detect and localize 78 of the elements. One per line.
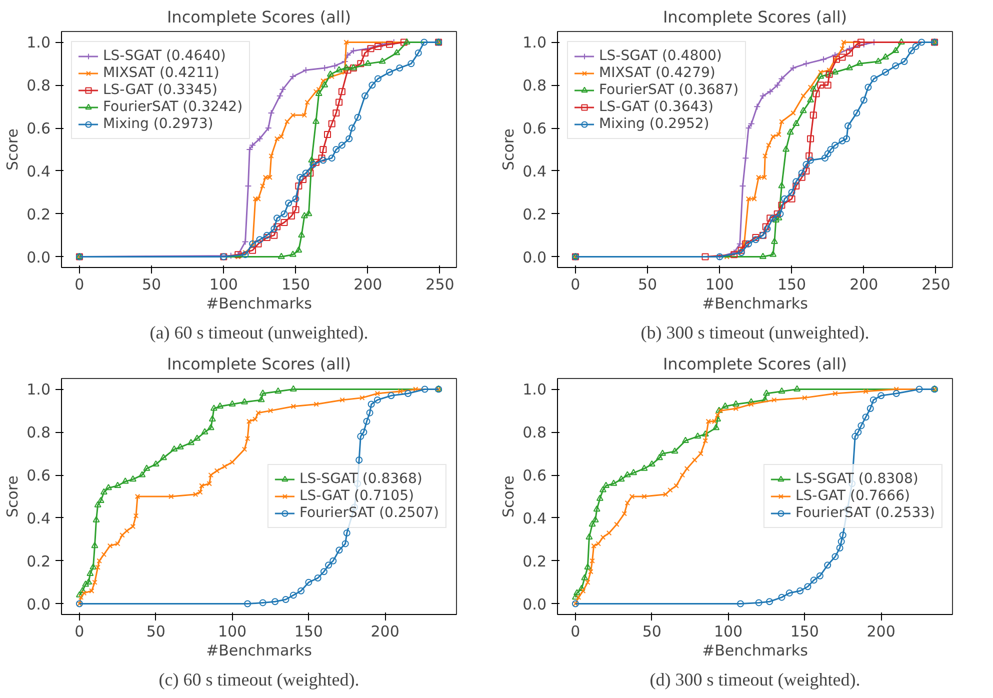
y-tick-label: 0.8 (522, 424, 547, 442)
legend-label: FourierSAT (0.2533) (795, 505, 935, 521)
legend-label: FourierSAT (0.3687) (599, 82, 739, 98)
y-tick-label: 0.8 (26, 76, 51, 95)
x-axis-title: #Benchmarks (206, 642, 312, 660)
chart-title: Incomplete Scores (all) (166, 354, 352, 374)
x-tick-label: 200 (354, 276, 382, 294)
y-axis-title: Score (500, 475, 518, 518)
y-axis-title: Score (4, 475, 22, 518)
x-tick-label: 150 (294, 622, 323, 640)
legend-label: LS-GAT (0.7105) (299, 488, 414, 504)
text: (b) 300 s timeout (unweighted). (640, 322, 870, 342)
y-tick-label: 0.8 (26, 424, 51, 442)
x-tick-label: 100 (714, 622, 743, 640)
y-tick-label: 0.4 (26, 162, 51, 180)
legend-label: LS-SGAT (0.4800) (599, 48, 722, 64)
x-tick-label: 0 (570, 622, 580, 640)
text: (c) 60 s timeout (weighted). (158, 670, 360, 690)
x-tick-label: 200 (866, 622, 896, 640)
legend-label: LS-SGAT (0.8368) (299, 471, 422, 487)
x-tick-label: 0 (74, 622, 84, 640)
y-tick-label: 1.0 (26, 34, 51, 52)
y-tick-label: 1.0 (522, 380, 547, 399)
y-tick-label: 0.4 (522, 162, 547, 180)
x-tick-label: 50 (642, 622, 662, 640)
x-axis-title: #Benchmarks (702, 294, 808, 312)
chart-title: Incomplete Scores (all) (166, 8, 352, 26)
y-axis-title: Score (500, 128, 518, 171)
y-tick-label: 0.4 (26, 509, 51, 528)
chart-title: Incomplete Scores (all) (662, 8, 848, 26)
y-tick-label: 0.2 (26, 552, 51, 570)
text: (d) 300 s timeout (weighted). (650, 670, 860, 690)
x-tick-label: 100 (218, 622, 247, 640)
y-tick-label: 0.2 (522, 205, 547, 224)
x-tick-label: 0 (74, 276, 84, 294)
y-tick-label: 0.6 (26, 120, 51, 138)
legend-label: LS-GAT (0.7666) (795, 488, 910, 504)
x-tick-label: 150 (777, 276, 806, 294)
y-tick-label: 1.0 (522, 34, 547, 52)
x-tick-label: 150 (790, 622, 819, 640)
legend-label: Mixing (0.2952) (599, 116, 710, 132)
legend-label: MIXSAT (0.4279) (599, 65, 716, 81)
x-tick-label: 0 (570, 276, 580, 294)
y-tick-label: 0.0 (26, 595, 51, 614)
legend-label: MIXSAT (0.4211) (103, 65, 220, 81)
y-tick-label: 0.6 (522, 120, 547, 138)
legend-label: LS-SGAT (0.8308) (795, 471, 918, 487)
x-tick-label: 100 (705, 276, 734, 294)
legend-label: Mixing (0.2973) (103, 116, 214, 132)
legend-label: LS-GAT (0.3345) (103, 82, 218, 98)
y-tick-label: 0.8 (522, 76, 547, 95)
x-tick-label: 50 (142, 276, 162, 294)
legend-label: LS-SGAT (0.4640) (103, 48, 226, 64)
y-tick-label: 0.2 (522, 552, 547, 570)
x-axis-title: #Benchmarks (702, 642, 808, 660)
x-tick-label: 200 (850, 276, 878, 294)
y-tick-label: 0.0 (522, 595, 547, 614)
y-axis-title: Score (4, 128, 22, 171)
x-tick-label: 50 (638, 276, 658, 294)
chart-title: Incomplete Scores (all) (662, 354, 848, 374)
y-tick-label: 0.4 (522, 509, 547, 528)
x-tick-label: 100 (209, 276, 238, 294)
x-tick-label: 250 (426, 276, 454, 294)
y-tick-label: 0.6 (522, 466, 547, 485)
x-axis-title: #Benchmarks (206, 294, 312, 312)
y-tick-label: 1.0 (26, 380, 51, 399)
x-tick-label: 250 (922, 276, 950, 294)
x-tick-label: 150 (281, 276, 310, 294)
y-tick-label: 0.6 (26, 466, 51, 485)
text: (a) 60 s timeout (unweighted). (150, 322, 368, 342)
legend-label: FourierSAT (0.2507) (299, 505, 439, 521)
y-tick-label: 0.0 (26, 248, 51, 266)
legend-label: FourierSAT (0.3242) (103, 99, 243, 115)
x-tick-label: 50 (146, 622, 166, 640)
legend-label: LS-GAT (0.3643) (599, 99, 714, 115)
y-tick-label: 0.2 (26, 205, 51, 224)
y-tick-label: 0.0 (522, 248, 547, 266)
x-tick-label: 200 (370, 622, 400, 640)
